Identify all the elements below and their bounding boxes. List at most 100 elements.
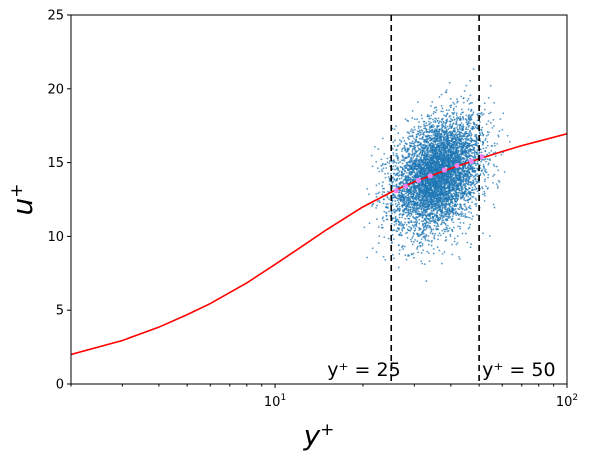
plot-content xyxy=(71,15,567,384)
scatter-point xyxy=(432,176,435,179)
scatter-point xyxy=(422,154,425,157)
scatter-point xyxy=(462,215,465,217)
scatter-point xyxy=(446,198,448,200)
scatter-point xyxy=(401,228,404,230)
scatter-point xyxy=(475,144,477,146)
scatter-point xyxy=(443,251,446,253)
scatter-point xyxy=(423,213,425,216)
scatter-point xyxy=(386,196,389,199)
scatter-point xyxy=(381,226,384,229)
scatter-point xyxy=(429,117,432,120)
scatter-point xyxy=(422,133,425,136)
scatter-point xyxy=(427,153,430,156)
scatter-point xyxy=(363,226,366,229)
scatter-point xyxy=(423,206,426,209)
scatter-point xyxy=(452,164,455,167)
scatter-point xyxy=(430,230,433,233)
scatter-point xyxy=(413,126,416,128)
scatter-point xyxy=(483,102,486,105)
scatter-point xyxy=(407,253,410,256)
scatter-point xyxy=(407,229,410,232)
scatter-point xyxy=(446,187,448,190)
scatter-point xyxy=(408,221,411,224)
scatter-point xyxy=(451,111,454,114)
scatter-point xyxy=(371,165,374,168)
scatter-point xyxy=(454,212,457,215)
scatter-point xyxy=(385,214,388,217)
scatter-point xyxy=(481,114,484,116)
scatter-point xyxy=(435,109,438,112)
scatter-point xyxy=(434,111,437,114)
scatter-point xyxy=(445,236,447,239)
scatter-point xyxy=(410,190,413,193)
scatter-point xyxy=(416,145,419,148)
scatter-point xyxy=(391,147,394,150)
scatter-point xyxy=(381,217,384,220)
scatter-point xyxy=(399,231,402,234)
scatter-point xyxy=(399,165,402,168)
scatter-point xyxy=(442,232,445,235)
scatter-point xyxy=(461,187,464,189)
scatter-point xyxy=(443,200,446,203)
scatter-point xyxy=(428,192,431,195)
scatter-point xyxy=(424,168,427,171)
scatter-point xyxy=(370,205,373,208)
scatter-point xyxy=(406,156,409,159)
scatter-point xyxy=(465,207,468,209)
scatter-point xyxy=(493,142,496,145)
scatter-point xyxy=(451,202,454,205)
scatter-point xyxy=(473,188,476,191)
scatter-point xyxy=(401,154,404,157)
scatter-point xyxy=(414,174,417,176)
scatter-point xyxy=(402,178,405,181)
scatter-point xyxy=(476,181,479,184)
scatter-point xyxy=(423,263,426,266)
scatter-point xyxy=(474,151,477,154)
scatter-point xyxy=(424,194,427,197)
scatter-point xyxy=(490,149,493,152)
scatter-point xyxy=(416,248,418,250)
scatter-point xyxy=(473,127,476,130)
scatter-point xyxy=(428,117,431,120)
scatter-point xyxy=(442,139,445,142)
scatter-point xyxy=(444,208,447,211)
scatter-point xyxy=(451,125,454,128)
scatter-point xyxy=(502,112,505,115)
scatter-point xyxy=(438,249,441,252)
scatter-point xyxy=(485,185,487,188)
scatter-point xyxy=(424,237,426,240)
scatter-point xyxy=(476,127,479,130)
scatter-point xyxy=(432,228,435,231)
scatter-point xyxy=(418,153,421,156)
scatter-point xyxy=(418,134,421,137)
scatter-point xyxy=(452,122,455,125)
scatter-point xyxy=(442,221,445,224)
scatter-point xyxy=(458,135,461,138)
scatter-point xyxy=(383,236,386,239)
scatter-point xyxy=(435,106,438,109)
scatter-point xyxy=(459,192,462,195)
scatter-point xyxy=(402,175,404,178)
scatter-point xyxy=(403,159,406,162)
scatter-point xyxy=(396,209,399,212)
scatter-point xyxy=(416,141,419,143)
scatter-point xyxy=(438,155,441,158)
scatter-point xyxy=(494,155,497,158)
scatter-point xyxy=(444,137,446,140)
scatter-point xyxy=(426,124,428,127)
scatter-point xyxy=(500,153,503,156)
scatter-point xyxy=(427,243,430,246)
scatter-point xyxy=(466,216,469,219)
scatter-point xyxy=(423,219,426,221)
scatter-point xyxy=(480,129,483,132)
scatter-point xyxy=(393,178,396,181)
scatter-point xyxy=(474,186,477,188)
scatter-point xyxy=(406,231,409,234)
scatter-point xyxy=(422,147,425,149)
scatter-point xyxy=(394,164,397,167)
scatter-point xyxy=(459,227,462,230)
scatter-point xyxy=(388,210,390,213)
scatter-point xyxy=(487,163,490,166)
scatter-point xyxy=(453,198,456,200)
scatter-point xyxy=(464,232,467,235)
